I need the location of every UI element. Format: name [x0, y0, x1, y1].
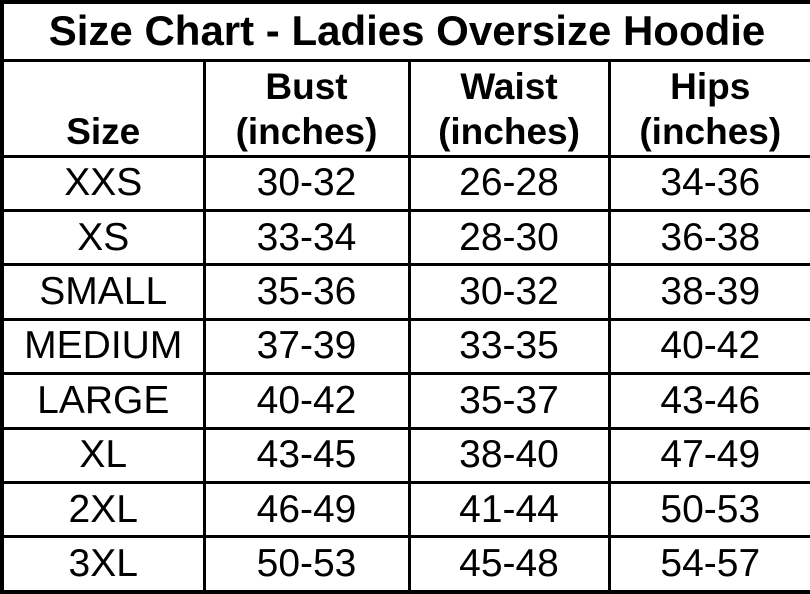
bust-cell: 43-45	[202, 426, 411, 485]
bust-cell: 50-53	[202, 535, 411, 594]
size-cell: 2XL	[0, 481, 206, 539]
hips-cell: 38-39	[607, 263, 810, 321]
table-row: XS 33-34 28-30 36-38	[0, 208, 810, 267]
hips-cell: 40-42	[607, 317, 810, 376]
table-row: SMALL 35-36 30-32 38-39	[0, 263, 810, 321]
waist-cell: 41-44	[407, 481, 611, 539]
bust-cell: 35-36	[202, 263, 411, 321]
table-row: XL 43-45 38-40 47-49	[0, 426, 810, 485]
table-row: 3XL 50-53 45-48 54-57	[0, 535, 810, 594]
table-row: 2XL 46-49 41-44 50-53	[0, 481, 810, 539]
hips-cell: 34-36	[607, 154, 810, 212]
waist-cell: 45-48	[407, 535, 611, 594]
waist-cell: 35-37	[407, 372, 611, 430]
column-header-waist: Waist (inches)	[407, 58, 611, 158]
table-row: MEDIUM 37-39 33-35 40-42	[0, 317, 810, 376]
hips-cell: 50-53	[607, 481, 810, 539]
column-header-bust-sub: (inches)	[235, 111, 378, 153]
bust-cell: 37-39	[202, 317, 411, 376]
chart-title: Size Chart - Ladies Oversize Hoodie	[0, 0, 810, 62]
column-header-bust-label: Bust	[265, 66, 348, 108]
bust-cell: 46-49	[202, 481, 411, 539]
column-header-hips: Hips (inches)	[607, 58, 810, 158]
bust-cell: 40-42	[202, 372, 411, 430]
column-header-hips-label: Hips	[670, 66, 751, 108]
column-header-size: Size	[0, 58, 206, 158]
bust-cell: 33-34	[202, 208, 411, 267]
bust-cell: 30-32	[202, 154, 411, 212]
column-header-waist-label: Waist	[460, 66, 558, 108]
size-cell: 3XL	[0, 535, 206, 594]
size-cell: XS	[0, 208, 206, 267]
waist-cell: 30-32	[407, 263, 611, 321]
hips-cell: 36-38	[607, 208, 810, 267]
table-row: XXS 30-32 26-28 34-36	[0, 154, 810, 212]
size-cell: SMALL	[0, 263, 206, 321]
hips-cell: 43-46	[607, 372, 810, 430]
column-header-bust: Bust (inches)	[202, 58, 411, 158]
header-row: Size Bust (inches) Waist (inches) Hips (…	[0, 58, 810, 158]
column-header-hips-sub: (inches)	[639, 111, 782, 153]
column-header-size-label: Size	[66, 111, 141, 153]
table-row: LARGE 40-42 35-37 43-46	[0, 372, 810, 430]
waist-cell: 33-35	[407, 317, 611, 376]
waist-cell: 26-28	[407, 154, 611, 212]
hips-cell: 47-49	[607, 426, 810, 485]
title-row: Size Chart - Ladies Oversize Hoodie	[0, 0, 810, 62]
waist-cell: 38-40	[407, 426, 611, 485]
size-cell: MEDIUM	[0, 317, 206, 376]
size-cell: LARGE	[0, 372, 206, 430]
size-cell: XL	[0, 426, 206, 485]
size-cell: XXS	[0, 154, 206, 212]
hips-cell: 54-57	[607, 535, 810, 594]
waist-cell: 28-30	[407, 208, 611, 267]
column-header-waist-sub: (inches)	[438, 111, 580, 153]
